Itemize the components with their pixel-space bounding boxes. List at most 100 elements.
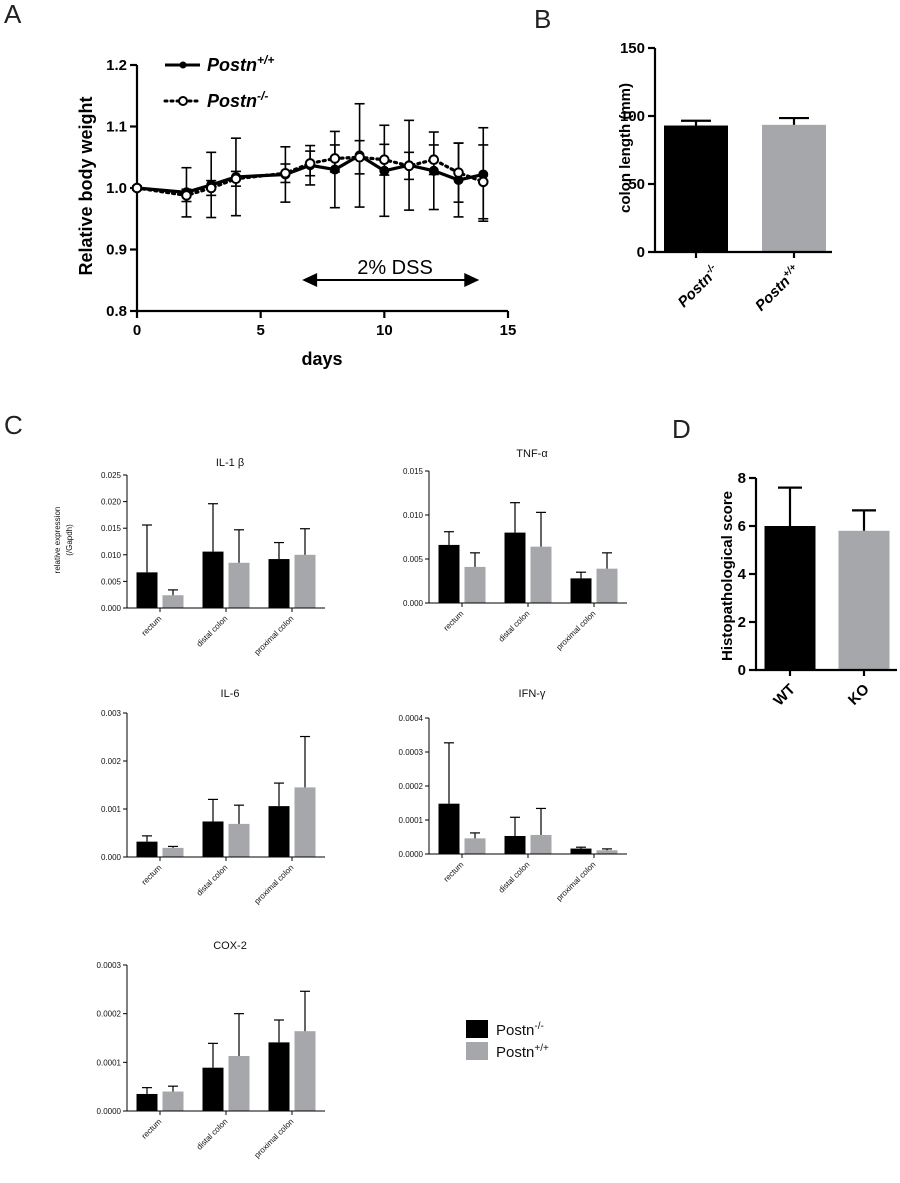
panel-label-c: C	[4, 410, 23, 440]
bar-il-1-proximal-colon-wt	[294, 554, 316, 608]
panel-d-bar-ko	[838, 530, 890, 670]
subchart-title-tnf: TNF-α	[516, 448, 548, 460]
subchart-title-il-6: IL-6	[221, 688, 240, 700]
panel-label-a: A	[4, 0, 22, 29]
y-tick-label-0-0003: 0.0003	[399, 748, 424, 757]
x-tick-label-proximal-colon: proximal colon	[253, 863, 296, 906]
y-tick-label-0-001: 0.001	[101, 805, 122, 814]
panel-d-y-tick-label-8: 8	[738, 470, 746, 487]
legend-ko-name: Postn	[496, 1022, 534, 1039]
panel-b-y-tick-label-50: 50	[628, 176, 645, 193]
bar-tnf-distal-colon-ko	[504, 532, 526, 603]
y-tick-label-0-0001: 0.0001	[97, 1058, 122, 1067]
y-tick-label-0-003: 0.003	[101, 709, 122, 718]
panel-a-x-tick-label-5: 5	[256, 322, 264, 339]
panel-d-y-tick-label-2: 2	[738, 614, 746, 631]
panel-label-b: B	[534, 4, 551, 34]
x-tick-label-rectum: rectum	[140, 1117, 164, 1141]
panel-a-x-tick-label-10: 10	[376, 322, 393, 339]
x-tick-label-rectum: rectum	[442, 609, 466, 633]
panel-b-y-tick-label-150: 150	[620, 40, 645, 57]
x-tick-label-proximal-colon: proximal colon	[555, 860, 598, 903]
bar-il-1-distal-colon-wt	[228, 562, 250, 608]
panel-b-bar-wt	[762, 124, 826, 252]
x-tick-label-proximal-colon: proximal colon	[253, 1117, 296, 1160]
bar-ifn-distal-colon-ko	[504, 835, 526, 854]
panel-a-y-axis-label: Relative body weight	[76, 96, 96, 275]
y-tick-label-0-0002: 0.0002	[399, 782, 424, 791]
panel-d-y-tick-label-0: 0	[738, 662, 746, 679]
y-tick-label-0-000: 0.000	[403, 599, 424, 608]
bar-il-6-proximal-colon-wt	[294, 787, 316, 857]
panel-b-x-label-wt: Postn+/+	[751, 262, 804, 315]
panel-a-point-ko	[131, 182, 143, 194]
x-tick-label-distal-colon: distal colon	[497, 609, 532, 644]
subchart-ifn: IFN-γ rectum distal colon proximal colon 0.0…	[399, 688, 627, 903]
bar-il-1-rectum-ko	[136, 572, 158, 608]
subchart-il-1: IL-1 β rectum distal colon proximal colon 0.…	[101, 457, 325, 657]
dss-arrow-left-head	[302, 273, 318, 287]
subchart-tnf: TNF-α rectum distal colon proximal colon 0.0…	[403, 448, 627, 652]
bar-tnf-proximal-colon-wt	[596, 568, 618, 603]
panel-d-y-tick-label-6: 6	[738, 518, 746, 535]
panel-a-series-ko	[131, 139, 489, 220]
legend-swatch-wt	[466, 1042, 488, 1060]
panel-b-bar-ko	[664, 125, 728, 252]
subchart-title-il-1: IL-1 β	[216, 457, 244, 469]
bar-ifn-distal-colon-wt	[530, 834, 552, 854]
panel-d-histopathology-chart: Histopathological score WT KO 0 2 4 6 8	[719, 470, 897, 709]
bar-il-1-rectum-wt	[162, 595, 184, 608]
panel-a-y-tick-label-0-9: 0.9	[106, 242, 127, 259]
panel-a-y-tick-label-1-1: 1.1	[106, 119, 127, 136]
panel-label-d: D	[672, 414, 691, 444]
bar-il-6-distal-colon-ko	[202, 821, 224, 857]
panel-a-point-ko	[379, 154, 390, 166]
y-tick-label-0-025: 0.025	[101, 471, 122, 480]
bar-ifn-proximal-colon-ko	[570, 848, 592, 854]
y-tick-label-0-0000: 0.0000	[399, 850, 424, 859]
x-tick-label-proximal-colon: proximal colon	[253, 614, 296, 657]
x-tick-label-proximal-colon: proximal colon	[555, 609, 598, 652]
bar-cox-2-rectum-wt	[162, 1091, 184, 1111]
panel-a-point-ko	[354, 151, 365, 163]
bar-il-6-proximal-colon-ko	[268, 806, 290, 857]
panel-a-x-tick-label-15: 15	[500, 322, 517, 339]
y-tick-label-0-0001: 0.0001	[399, 816, 424, 825]
bar-tnf-rectum-wt	[464, 566, 486, 603]
bar-ifn-rectum-wt	[464, 838, 486, 854]
panel-d-bar-wt	[764, 526, 816, 670]
panel-a-point-ko	[230, 173, 242, 185]
bar-il-6-rectum-wt	[162, 847, 184, 857]
y-tick-label-0-010: 0.010	[101, 551, 122, 560]
legend-ko-genotype: -/-	[534, 1021, 543, 1032]
panel-a-point-ko	[453, 167, 464, 178]
bar-cox-2-proximal-colon-wt	[294, 1031, 316, 1111]
panel-a-point-ko	[329, 153, 341, 164]
svg-text:Postn-/-: Postn-/-	[496, 1021, 544, 1039]
panel-a-y-tick-label-1-0: 1.0	[106, 180, 127, 197]
svg-text:Postn-/-: Postn-/-	[207, 89, 268, 111]
y-tick-label-0-0002: 0.0002	[97, 1010, 122, 1019]
panel-c-cytokine-expression: relative expression (/Gapdh) IL-1 β rectu…	[53, 448, 627, 1160]
panel-b-y-axis-label: colon length (mm)	[617, 83, 634, 213]
y-tick-label-0-005: 0.005	[101, 577, 122, 586]
dss-arrow-right-head	[464, 273, 480, 287]
panel-c-y-axis-label-line1: relative expression	[53, 507, 62, 574]
bar-tnf-rectum-ko	[438, 544, 460, 603]
y-tick-label-0-010: 0.010	[403, 511, 424, 520]
bar-cox-2-rectum-ko	[136, 1093, 158, 1111]
panel-a-point-ko	[403, 160, 415, 172]
subchart-title-ifn: IFN-γ	[519, 688, 546, 700]
panel-a-point-ko	[205, 182, 217, 194]
panel-a-x-axis-label: days	[301, 349, 342, 369]
x-tick-label-distal-colon: distal colon	[195, 863, 230, 898]
panel-c-y-axis-label-line2: (/Gapdh)	[65, 524, 74, 556]
y-tick-label-0-0004: 0.0004	[399, 714, 424, 723]
bar-il-1-proximal-colon-ko	[268, 559, 290, 608]
bar-cox-2-distal-colon-ko	[202, 1067, 224, 1111]
y-tick-label-0-015: 0.015	[101, 524, 122, 533]
panel-d-y-tick-label-4: 4	[738, 566, 747, 583]
legend-wt-genotype: +/+	[534, 1043, 549, 1054]
subchart-il-6: IL-6 rectum distal colon proximal colon 0.00…	[101, 688, 325, 906]
panel-d-x-tick-label-wt: WT	[770, 681, 799, 710]
